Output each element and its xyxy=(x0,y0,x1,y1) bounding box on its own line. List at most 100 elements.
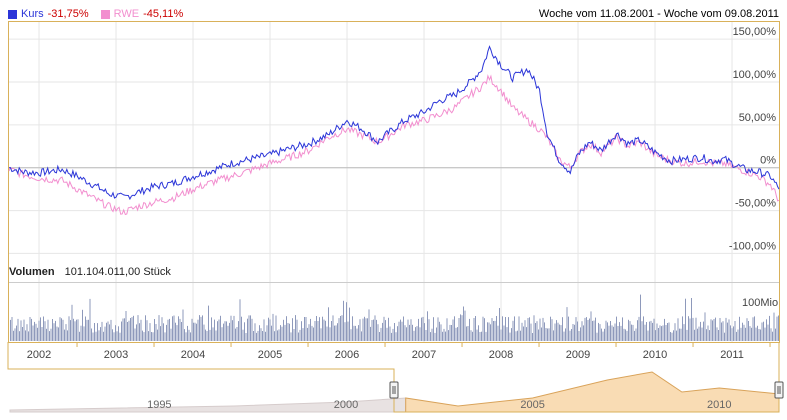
volume-bar xyxy=(518,316,520,341)
volume-bar xyxy=(721,322,722,341)
volume-bar xyxy=(503,325,505,341)
volume-bar xyxy=(157,329,158,341)
volume-bar xyxy=(590,311,592,341)
navigator-years: 1995 2000 2005 2010 xyxy=(147,399,731,411)
volume-bar xyxy=(28,331,29,341)
volume-bar xyxy=(637,320,638,341)
volume-bar xyxy=(773,312,775,341)
volume-bar xyxy=(448,330,449,341)
volume-bar xyxy=(491,318,493,341)
volume-value: 101.104.011,00 Stück xyxy=(64,266,171,278)
volume-bar xyxy=(244,322,245,341)
volume-bar xyxy=(194,322,196,341)
volume-bar xyxy=(131,317,133,341)
navigator-left-handle[interactable] xyxy=(389,381,399,399)
y-tick-label: 150,00% xyxy=(733,26,777,38)
volume-bar xyxy=(292,318,293,341)
legend-rwe-change: -45,11% xyxy=(143,8,184,20)
x-tick-label: 2009 xyxy=(566,349,590,361)
volume-bar xyxy=(209,329,211,341)
series-line-rwe xyxy=(8,74,780,216)
volume-bar xyxy=(412,324,413,341)
volume-bar xyxy=(200,316,202,341)
volume-bar xyxy=(608,325,610,341)
volume-bar xyxy=(706,329,707,341)
volume-bar xyxy=(653,318,655,341)
volume-bar xyxy=(371,320,373,341)
volume-bar xyxy=(142,330,143,341)
volume-bar xyxy=(734,321,736,341)
volume-bar xyxy=(395,332,397,341)
volume-bar xyxy=(172,316,173,341)
volume-bar xyxy=(35,323,37,341)
volume-bar xyxy=(434,332,436,341)
volume-bar xyxy=(686,329,688,341)
volume-bar xyxy=(115,325,116,341)
volume-bar xyxy=(661,326,662,341)
volume-bar xyxy=(536,321,538,341)
volume-bar xyxy=(556,320,557,341)
volume-bar xyxy=(79,331,80,341)
volume-bar xyxy=(520,330,521,341)
x-tick-label: 2003 xyxy=(104,349,128,361)
volume-bar xyxy=(550,316,551,341)
volume-bar xyxy=(283,319,284,341)
volume-bar xyxy=(628,319,629,341)
volume-bar xyxy=(700,321,701,341)
volume-bar xyxy=(121,321,122,341)
volume-bar xyxy=(433,317,434,341)
volume-bar xyxy=(616,316,617,341)
volume-bar xyxy=(287,323,289,341)
volume-bar xyxy=(364,316,365,341)
volume-bar xyxy=(586,317,587,341)
x-tick-label: 2008 xyxy=(489,349,513,361)
volume-bar xyxy=(122,318,124,341)
volume-bar xyxy=(56,326,58,341)
volume-bar xyxy=(284,324,286,341)
volume-bar xyxy=(332,315,334,341)
volume-bar xyxy=(356,328,358,341)
volume-bar xyxy=(236,327,238,341)
volume-bar xyxy=(517,330,518,341)
volume-bar xyxy=(341,315,343,341)
volume-bar xyxy=(37,327,38,341)
volume-bar xyxy=(581,321,583,341)
volume-bar xyxy=(541,327,542,341)
volume-bar xyxy=(623,328,625,341)
volume-bar xyxy=(446,318,448,341)
volume-bar xyxy=(509,332,511,341)
volume-bar xyxy=(340,316,341,341)
volume-bar xyxy=(758,329,760,341)
volume-bar xyxy=(430,332,431,341)
volume-bar xyxy=(116,331,118,341)
volume-bar xyxy=(152,332,154,341)
volume-tick-label: 100Mio xyxy=(742,297,778,309)
volume-bar xyxy=(542,317,544,341)
volume-bar xyxy=(523,326,524,341)
volume-bar xyxy=(278,329,280,341)
volume-bar xyxy=(274,331,275,341)
volume-bar xyxy=(154,319,155,341)
volume-bar xyxy=(514,316,515,341)
navigator-right-handle[interactable] xyxy=(774,381,784,399)
volume-bar xyxy=(680,328,682,341)
volume-bar xyxy=(344,322,346,341)
volume-bar xyxy=(404,325,406,341)
volume-bar xyxy=(221,327,223,341)
volume-bar xyxy=(391,332,392,341)
volume-bar xyxy=(419,327,421,341)
volume-bar xyxy=(670,332,671,341)
volume-bar xyxy=(265,331,266,341)
volume-bar xyxy=(32,325,34,341)
volume-bar xyxy=(598,322,599,341)
volume-bar xyxy=(634,330,635,341)
volume-bar xyxy=(400,319,401,341)
navigator-year-label: 2000 xyxy=(334,399,358,411)
volume-bar xyxy=(68,316,70,341)
volume-bar xyxy=(731,328,733,341)
volume-bar xyxy=(331,321,332,341)
volume-bar xyxy=(683,324,685,341)
volume-bar xyxy=(53,323,55,341)
volume-bar xyxy=(374,315,376,341)
navigator[interactable]: 1995 2000 2005 2010 xyxy=(7,342,784,413)
